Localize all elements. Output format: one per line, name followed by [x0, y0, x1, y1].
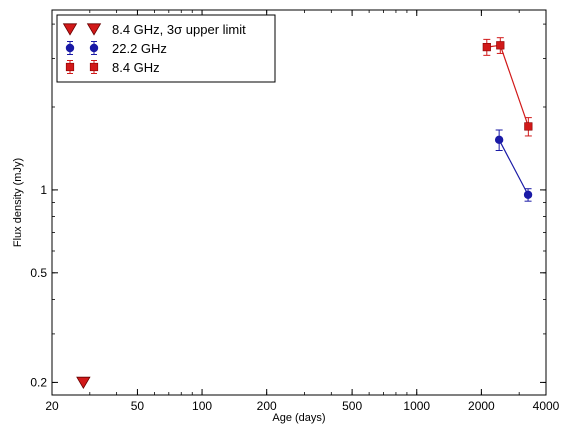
x-tick-label: 2000 [468, 399, 495, 413]
legend-marker [89, 43, 99, 53]
legend-marker [65, 43, 75, 53]
x-tick-label: 1000 [403, 399, 430, 413]
plot-layer [76, 37, 533, 390]
x-tick-label: 20 [45, 399, 59, 413]
y-tick-label: 0.5 [30, 266, 47, 280]
x-tick-label: 4000 [533, 399, 560, 413]
legend-entry: 22.2 GHz [65, 41, 167, 56]
x-tick-label: 200 [257, 399, 277, 413]
legend-entry: 8.4 GHz, 3σ upper limit [62, 22, 246, 37]
legend-label: 8.4 GHz, 3σ upper limit [112, 22, 246, 37]
legend-marker [65, 62, 75, 72]
y-axis-label: Flux density (mJy) [12, 158, 24, 247]
legend-marker [62, 23, 78, 36]
x-axis-label: Age (days) [272, 412, 325, 424]
series-2 [482, 37, 533, 137]
legend-entry: 8.4 GHz [65, 60, 160, 75]
x-tick-label: 500 [342, 399, 362, 413]
series-1 [494, 129, 533, 202]
y-tick-label: 0.2 [30, 375, 47, 389]
legend-label: 22.2 GHz [112, 41, 167, 56]
data-point [496, 41, 505, 50]
x-tick-label: 50 [131, 399, 145, 413]
data-point [76, 376, 91, 390]
data-point [523, 190, 533, 199]
series-line [498, 139, 529, 196]
data-point [524, 122, 533, 131]
series-line [486, 44, 529, 127]
data-point [482, 42, 491, 52]
legend-marker [86, 23, 102, 36]
axes-layer: 20 50 100 200 500 1000 2000 4000 0.2 0.5 1 Age (day… [12, 9, 560, 424]
legend-marker [89, 62, 99, 72]
x-tick-label: 100 [192, 399, 212, 413]
legend: 8.4 GHz, 3σ upper limit 22.2 GHz 8.4 GHz [56, 14, 276, 83]
data-point [494, 135, 504, 145]
legend-label: 8.4 GHz [112, 60, 160, 75]
y-tick-label: 1 [40, 183, 47, 197]
series-0 [76, 376, 91, 390]
